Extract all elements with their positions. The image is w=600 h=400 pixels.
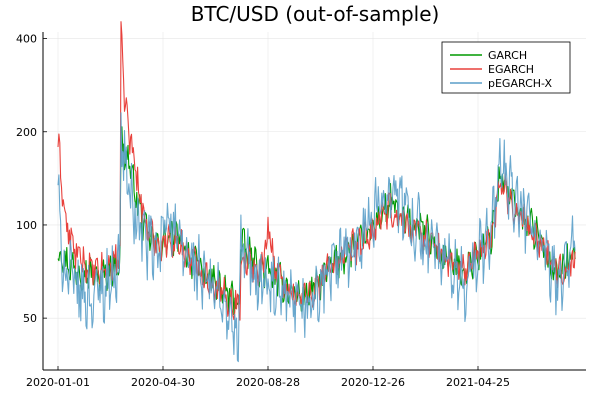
legend-label: GARCH [488,49,527,62]
legend-box [441,41,571,94]
y-tick-label: 200 [16,126,37,139]
legend-label: EGARCH [488,63,534,76]
series-line-pegarch-x [57,112,576,363]
x-tick-label: 2020-04-30 [131,376,195,389]
x-tick-label: 2020-01-01 [26,376,90,389]
legend-label: pEGARCH-X [488,77,552,90]
chart-title: BTC/USD (out-of-sample) [191,2,440,26]
y-tick-label: 400 [16,33,37,46]
y-tick-label: 100 [16,219,37,232]
series [57,21,576,363]
x-tick-label: 2021-04-25 [446,376,510,389]
x-tick-label: 2020-12-26 [341,376,405,389]
x-tick-label: 2020-08-28 [236,376,300,389]
y-ticks: 50 100 200 400 [16,33,47,325]
x-ticks: 2020-01-01 2020-04-30 2020-08-28 2020-12-26… [26,366,510,389]
y-tick-label: 50 [23,312,37,325]
